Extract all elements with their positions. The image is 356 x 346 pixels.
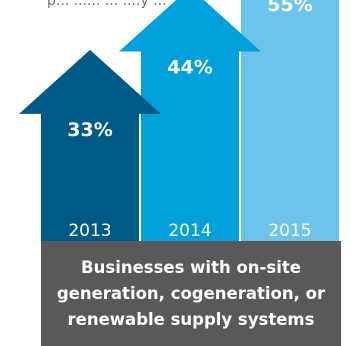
cropped-intro-text: p... ...... ... ....y ... (47, 0, 167, 9)
value-label-2013: 33% (67, 119, 112, 141)
chart-caption: Businesses with on-site generation, coge… (56, 257, 326, 329)
year-label-2014: 2014 (168, 221, 211, 241)
value-label-2014: 44% (167, 57, 212, 79)
arrow-bar-2015 (241, 0, 339, 241)
year-label-2013: 2013 (68, 221, 111, 241)
arrow-bar-2013 (19, 49, 161, 241)
year-label-2015: 2015 (268, 221, 311, 241)
value-label-2015: 55% (267, 0, 312, 16)
caption-box: Businesses with on-site generation, coge… (41, 241, 341, 346)
arrow-bar-2014 (119, 0, 261, 241)
